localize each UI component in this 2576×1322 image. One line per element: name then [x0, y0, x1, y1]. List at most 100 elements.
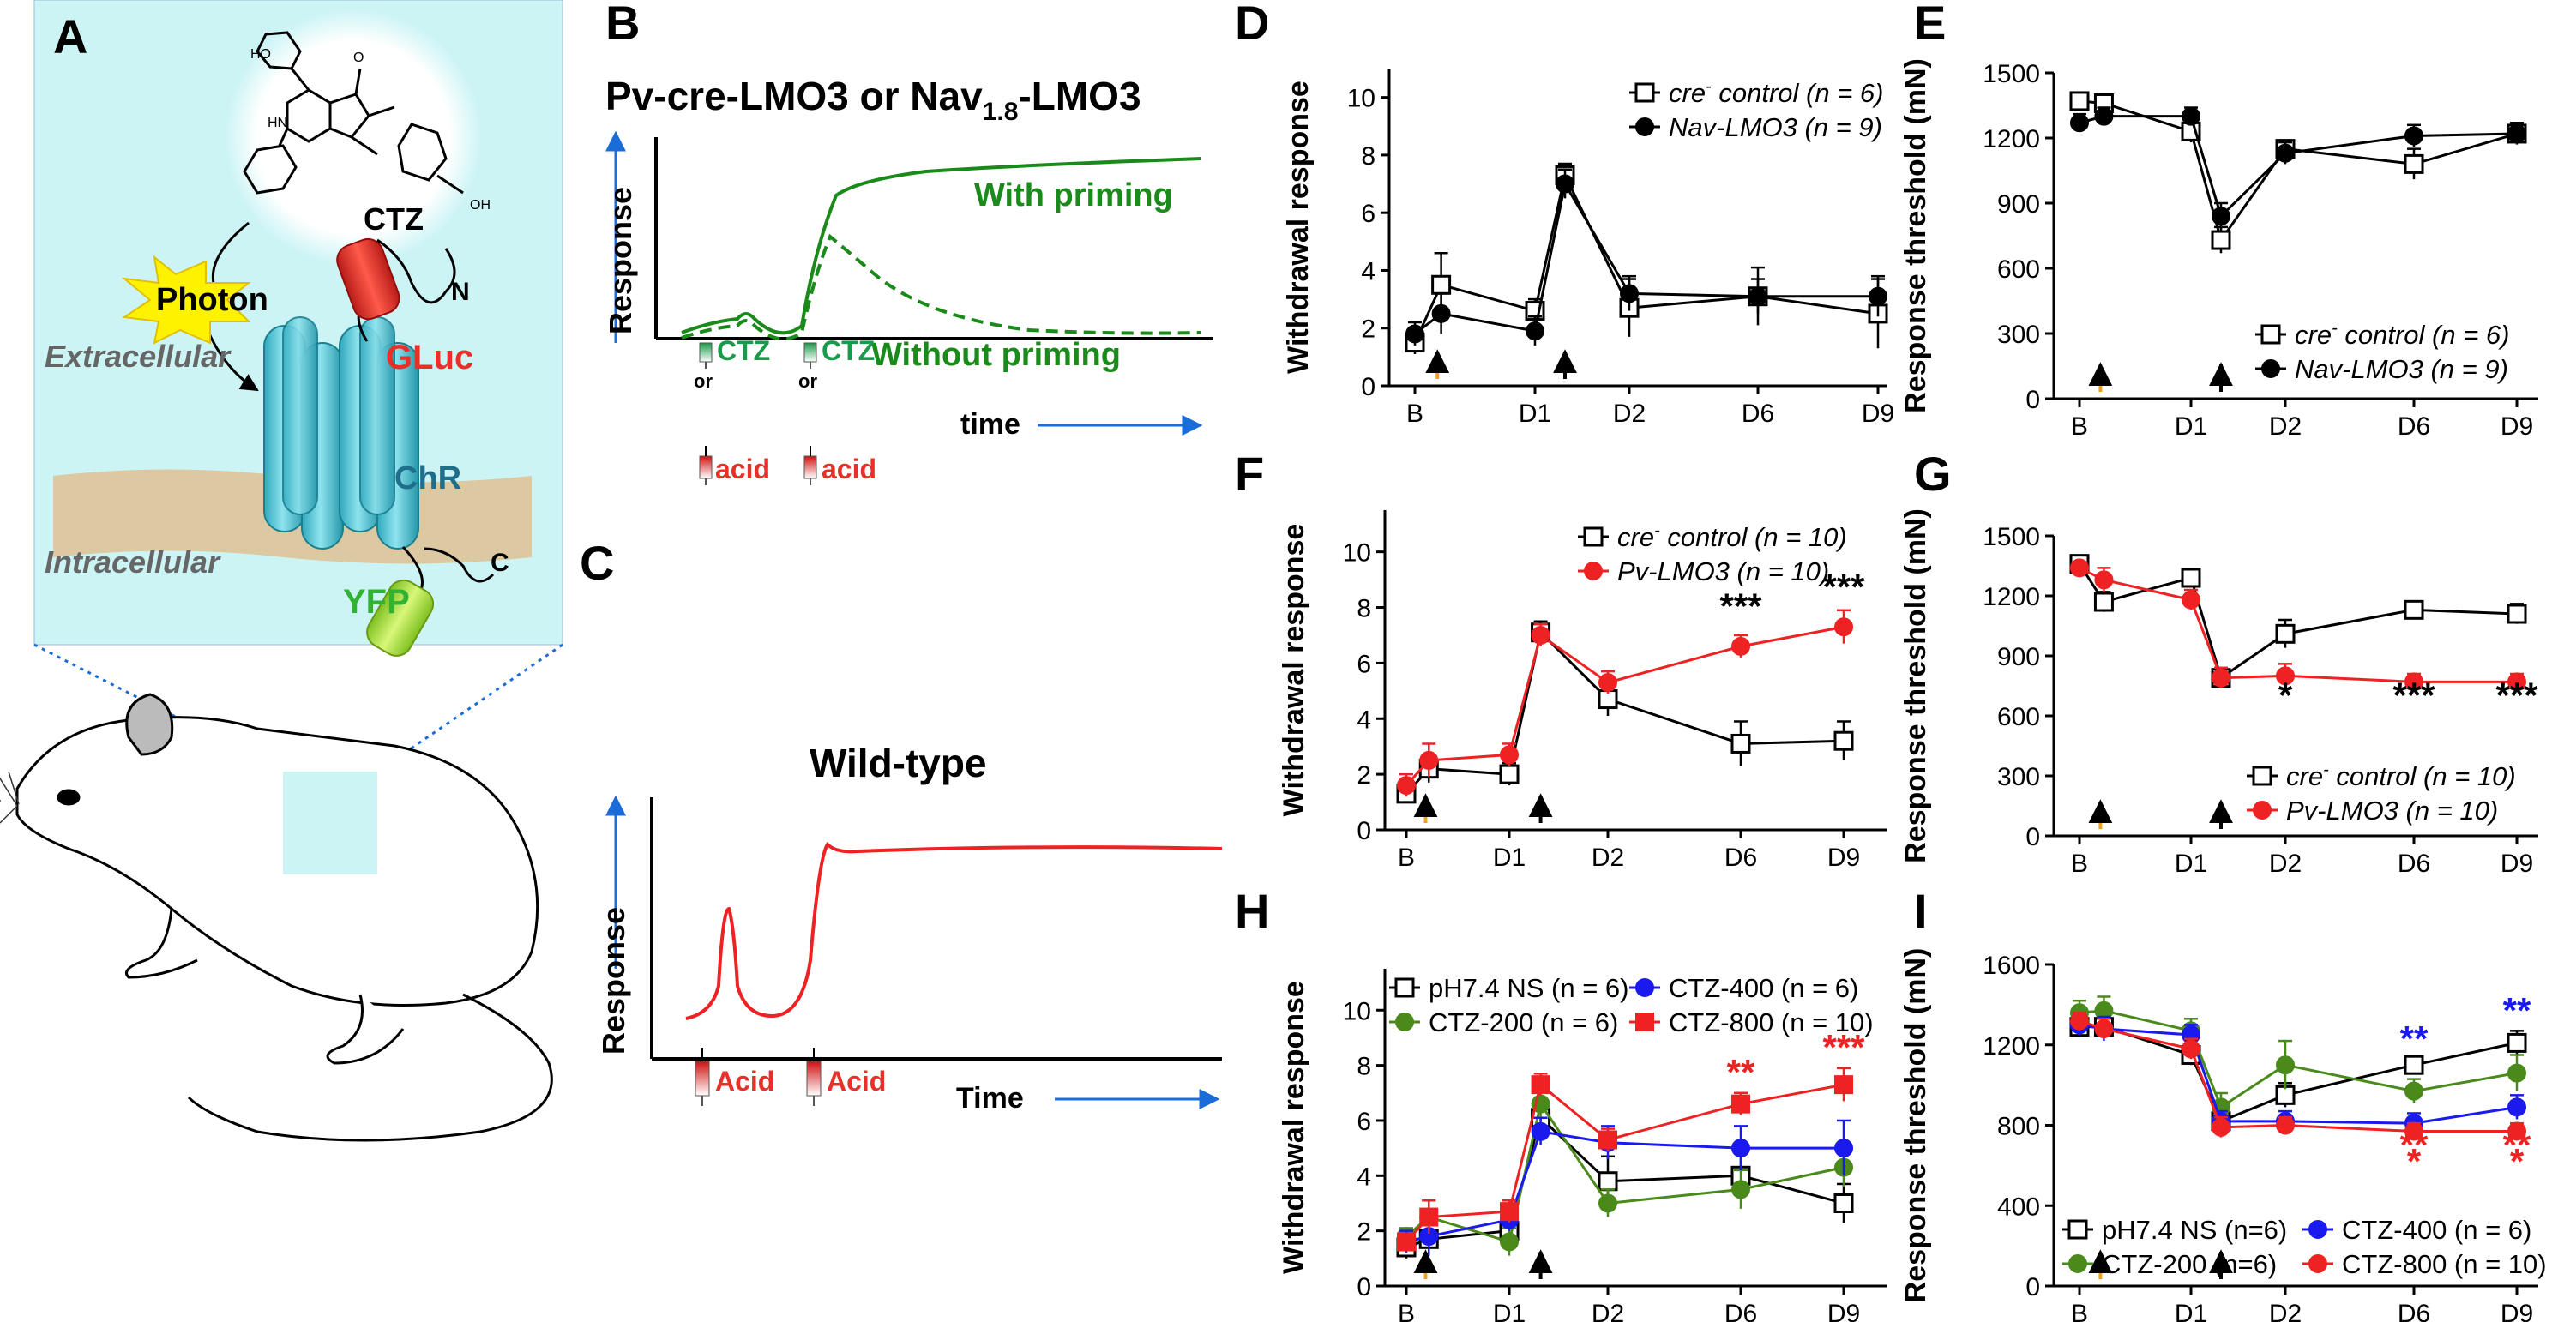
oh-label: OH — [470, 198, 491, 213]
or-label-2: or — [798, 370, 817, 392]
panel-f-data-point — [1499, 764, 1520, 784]
panel-h-data-point — [1834, 1139, 1853, 1158]
panel-f-data-point — [1834, 617, 1853, 637]
panel-g-significance: *** — [2495, 676, 2538, 716]
panel-f-xtick-label: D9 — [1827, 844, 1860, 872]
panel-e-xtick-label: D2 — [2269, 412, 2302, 441]
panel-h-data-point — [1531, 1121, 1550, 1141]
injection-syringe-1 — [699, 342, 713, 485]
yfp-cylinder — [366, 579, 435, 657]
panel-b-title: Pv-cre-LMO3 or Nav1.8-LMO3 — [605, 74, 1141, 126]
panel-g-ytick-label: 900 — [1997, 643, 2040, 671]
charts-layer: 0 2 4 6 8 10 Withdrawal response B D1 D2 D6 D9 cre- … — [1278, 58, 2547, 1322]
panel-g-series-line — [2078, 562, 2518, 681]
panel-g-significance: * — [2278, 676, 2293, 716]
panel-g-legend-label: Pv-LMO3 (n = 10) — [2286, 796, 2498, 826]
panel-f-data-point — [1397, 776, 1416, 796]
panel-g-ytick-label: 300 — [1997, 763, 2040, 791]
panel-i-legend-label: pH7.4 NS (n=6) — [2102, 1215, 2287, 1245]
panel-f-ytick-label: 8 — [1357, 595, 1371, 623]
panel-e-data-point — [2507, 123, 2526, 143]
gluc-label: GLuc — [386, 339, 473, 376]
panel-h-significance: *** — [1822, 1027, 1865, 1067]
panel-h-data-point — [1731, 1180, 1750, 1199]
panel-f-ylabel: Withdrawal response — [1278, 524, 1310, 817]
panel-e-xtick-label: B — [2071, 412, 2088, 441]
panel-f-data-point — [1731, 636, 1750, 656]
panel-f-legend-label: Pv-LMO3 (n = 10) — [1617, 556, 1829, 586]
panel-h-letter: H — [1235, 884, 1269, 938]
panel-b-title-sub: 1.8 — [983, 98, 1019, 126]
panel-d-data-point — [1748, 286, 1767, 306]
panel-h-xtick-label: D1 — [1493, 1300, 1526, 1322]
panel-e-legend-label: cre- control (n = 6) — [2295, 319, 2509, 350]
mouse-whiskers — [0, 771, 20, 824]
panel-i-ylabel: Response threshold (mN) — [1899, 948, 1932, 1303]
panel-g-chart: 0 300 600 900 1200 1500 Response threshold (mN… — [1899, 508, 2538, 878]
panel-h-xtick-label: D6 — [1724, 1300, 1757, 1322]
panel-h-data-point — [1598, 1193, 1617, 1213]
panel-e-series-line — [2079, 115, 2518, 219]
panel-h-ytick-label: 2 — [1357, 1218, 1371, 1247]
panel-g-data-point — [2404, 672, 2423, 692]
panel-f-ytick-label: 4 — [1357, 706, 1371, 734]
panel-d-ytick-label: 10 — [1347, 85, 1375, 113]
panel-i-data-point — [2404, 1121, 2423, 1141]
panel-h-data-point — [1531, 1075, 1550, 1095]
panel-f-xtick-label: D2 — [1592, 844, 1624, 872]
panel-g-legend-marker — [2252, 766, 2272, 786]
panel-f-data-point — [1730, 733, 1751, 754]
panel-f-series-line — [1405, 629, 1845, 795]
panel-d-ylabel: Withdrawal response — [1282, 81, 1315, 374]
panel-g-data-point — [2507, 604, 2527, 624]
photon-burst — [121, 255, 251, 345]
panel-d-ytick-label: 6 — [1361, 200, 1375, 228]
panel-g-data-point — [2181, 568, 2201, 588]
panel-i-ytick-label: 400 — [1997, 1193, 2040, 1221]
ctz-label: CTZ — [364, 201, 424, 237]
panel-g-data-point — [2276, 666, 2295, 686]
panel-f-ytick-label: 10 — [1343, 539, 1371, 568]
chr-label: ChR — [394, 460, 461, 496]
panel-f-xtick-label: D6 — [1724, 844, 1757, 872]
panel-h-legend-marker — [1635, 1013, 1654, 1031]
panel-g-xtick-label: B — [2071, 850, 2088, 878]
panel-g-legend-marker — [2253, 801, 2272, 820]
panel-d-legend-marker — [1635, 117, 1654, 136]
panel-i-data-point — [2404, 1081, 2423, 1101]
panel-i-data-point — [2507, 1097, 2526, 1117]
panel-h-data-point — [1598, 1130, 1617, 1150]
panel-e-xtick-label: D9 — [2501, 412, 2533, 441]
panel-h-ytick-label: 10 — [1343, 997, 1371, 1025]
panel-c-ylabel: Response — [596, 907, 631, 1055]
panel-e-ytick-label: 600 — [1997, 255, 2040, 284]
panel-g-data-point — [2275, 623, 2296, 644]
panel-f-xtick-label: D1 — [1493, 844, 1526, 872]
panel-i-ytick-label: 800 — [1997, 1113, 2040, 1141]
panel-g-data-point — [2182, 590, 2200, 610]
panel-d-series-line — [1413, 171, 1879, 344]
panel-i-data-point — [2404, 1055, 2424, 1075]
panel-h-data-point — [1500, 1232, 1519, 1252]
panel-i-data-point — [2094, 1019, 2114, 1038]
panel-i-data-point — [2182, 1039, 2200, 1059]
panel-d-xtick-label: D2 — [1613, 400, 1646, 428]
panel-f-ytick-label: 6 — [1357, 650, 1371, 678]
panel-g-data-point — [2212, 668, 2230, 688]
without-priming-curve — [681, 233, 1201, 341]
acid-label-2: Acid — [827, 1066, 886, 1097]
panel-i-legend-marker — [2308, 1254, 2327, 1273]
panel-d-data-point — [1405, 324, 1424, 344]
panel-e-data-point — [2182, 106, 2200, 126]
panel-g-xtick-label: D9 — [2501, 850, 2533, 878]
extracellular-label: Extracellular — [45, 339, 232, 374]
panel-c: C Wild-type Response Time Acid Acid — [580, 536, 1223, 1115]
panel-i-xtick-label: D2 — [2269, 1300, 2302, 1322]
with-priming-curve — [681, 157, 1201, 335]
panel-i-ytick-label: 1200 — [1983, 1032, 2040, 1061]
panel-h-xtick-label: D9 — [1827, 1300, 1860, 1322]
panel-c-xlabel: Time — [956, 1082, 1024, 1115]
panel-h-ytick-label: 4 — [1357, 1163, 1371, 1191]
panel-i-data-point — [2212, 1117, 2230, 1137]
acid-injection-label-1: acid — [715, 454, 770, 484]
